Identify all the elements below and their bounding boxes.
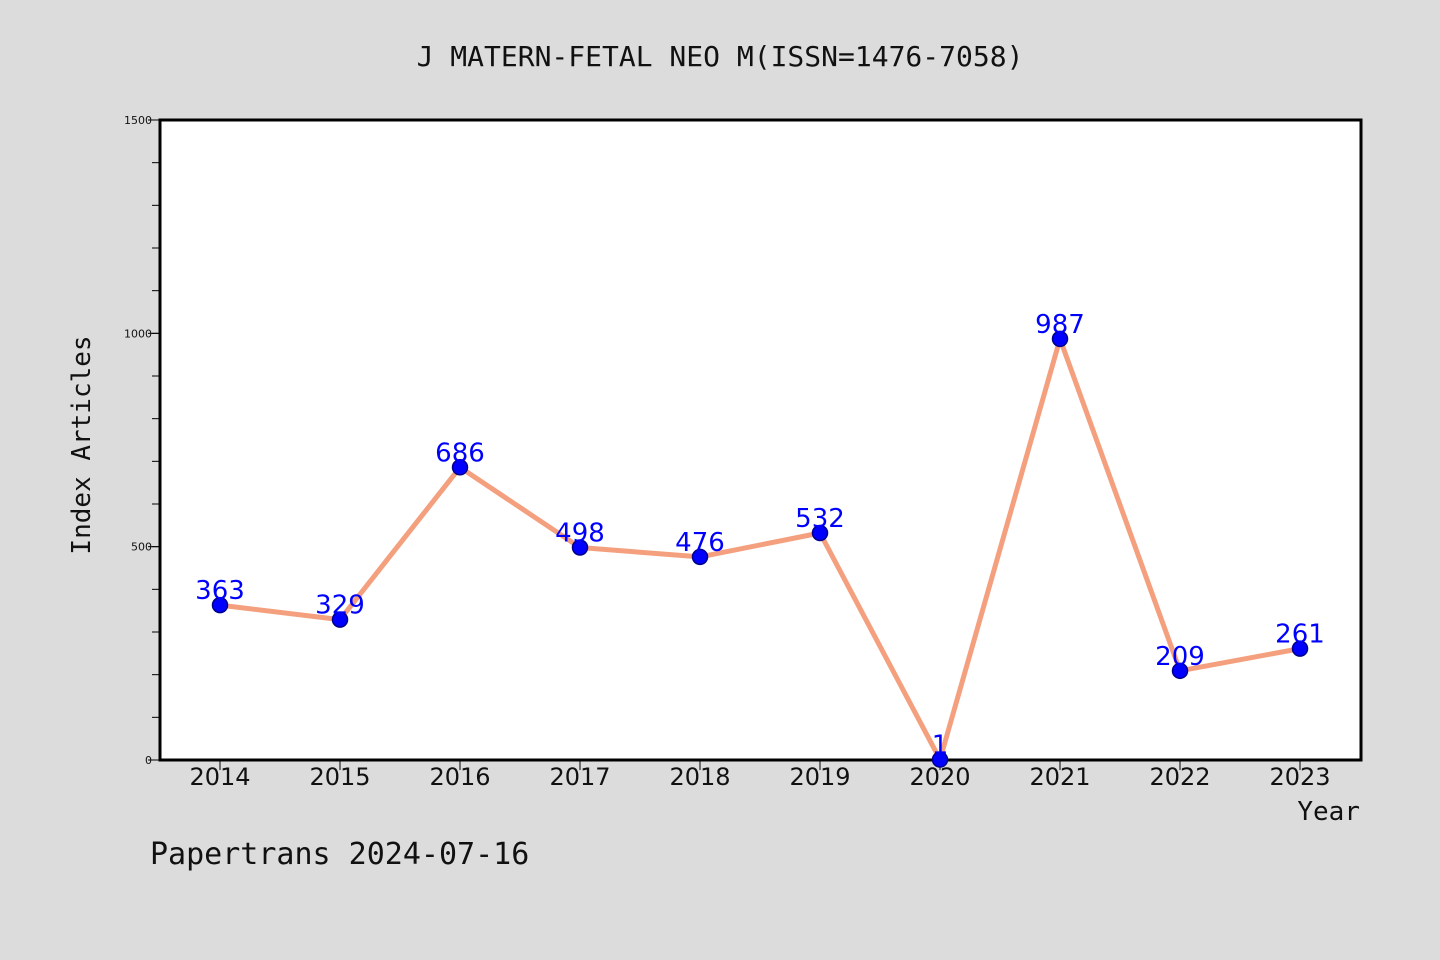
data-point — [211, 596, 229, 614]
x-axis-label: Year — [1297, 797, 1360, 827]
y-tick-label: 1500 — [124, 114, 152, 127]
x-tick-label: 2023 — [1269, 763, 1330, 791]
data-label: 476 — [675, 528, 725, 558]
y-axis-label: Index Articles — [67, 335, 97, 554]
data-point — [1291, 640, 1309, 657]
data-point — [811, 524, 829, 542]
y-tick-label: 0 — [145, 754, 152, 767]
series-layer — [211, 330, 1309, 768]
x-tick-label: 2022 — [1149, 763, 1210, 791]
x-tick-label: 2017 — [549, 763, 610, 791]
data-point — [931, 751, 949, 768]
y-axis: 0 500 1000 1500 — [124, 114, 160, 767]
data-label: 532 — [795, 504, 845, 534]
data-label-layer: 363 329 686 498 476 532 1 987 209 261 — [195, 310, 1325, 761]
x-tick-label: 2021 — [1029, 763, 1090, 791]
y-tick-label: 500 — [131, 541, 152, 554]
data-point — [1051, 330, 1069, 348]
plot-area — [158, 118, 1363, 762]
series-line — [217, 336, 1303, 763]
x-tick-label: 2014 — [189, 763, 250, 791]
data-point — [331, 611, 349, 628]
data-label: 1 — [932, 731, 949, 761]
data-point — [571, 539, 589, 556]
chart-title: J MATERN-FETAL NEO M(ISSN=1476-7058) — [417, 40, 1024, 73]
x-tick-label: 2016 — [429, 763, 490, 791]
data-label: 686 — [435, 438, 485, 468]
x-tick-label: 2019 — [789, 763, 850, 791]
data-point — [691, 548, 709, 566]
data-label: 329 — [315, 591, 365, 621]
data-label: 498 — [555, 519, 605, 549]
data-label: 261 — [1275, 620, 1325, 650]
data-label: 209 — [1155, 642, 1205, 672]
data-label: 987 — [1035, 310, 1085, 340]
data-point — [451, 459, 469, 476]
data-label: 363 — [195, 576, 245, 606]
y-tick-label: 1000 — [124, 327, 152, 340]
footer-text: Papertrans 2024-07-16 — [150, 837, 529, 872]
x-tick-label: 2018 — [669, 763, 730, 791]
x-tick-label: 2015 — [309, 763, 370, 791]
data-point — [1171, 662, 1189, 680]
x-axis: 2014 2015 2016 2017 2018 2019 2020 2021 2022 2023 — [189, 760, 1331, 791]
